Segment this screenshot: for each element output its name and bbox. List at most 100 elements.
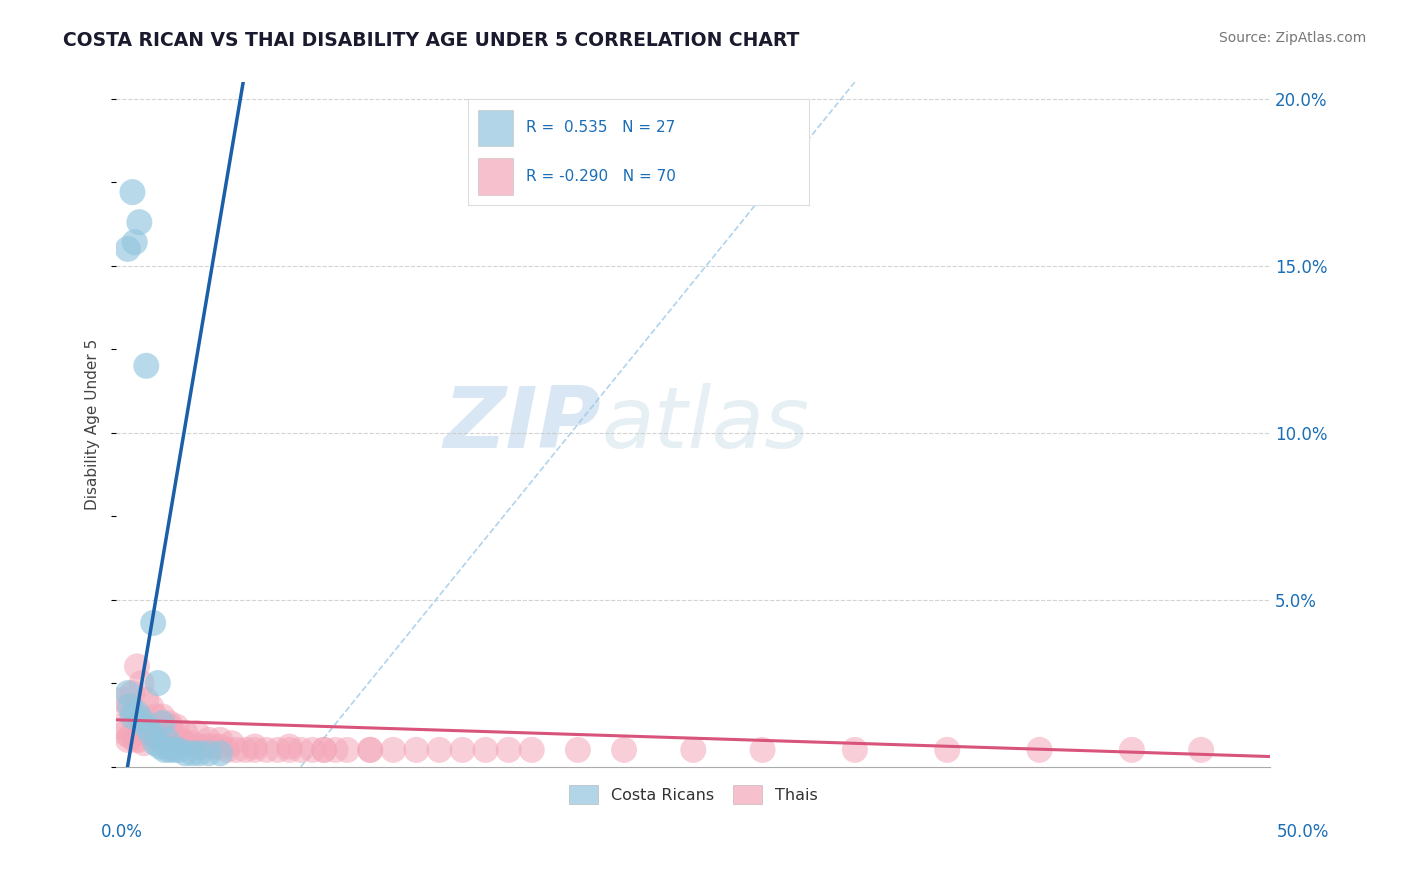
Point — [124, 732, 146, 747]
Point — [429, 743, 451, 757]
Point — [209, 746, 232, 760]
Point — [844, 743, 866, 757]
Point — [165, 719, 187, 733]
Y-axis label: Disability Age Under 5: Disability Age Under 5 — [86, 339, 100, 510]
Point — [174, 736, 197, 750]
Point — [114, 726, 136, 740]
Point — [139, 699, 162, 714]
Point — [243, 739, 266, 754]
Text: Source: ZipAtlas.com: Source: ZipAtlas.com — [1219, 31, 1367, 45]
Point — [157, 743, 180, 757]
Point — [235, 743, 257, 757]
Point — [209, 732, 232, 747]
Point — [146, 676, 169, 690]
Text: 0.0%: 0.0% — [101, 822, 143, 840]
Point — [312, 743, 335, 757]
Point — [936, 743, 959, 757]
Point — [405, 743, 427, 757]
Point — [120, 699, 142, 714]
Point — [145, 736, 167, 750]
Point — [128, 215, 150, 229]
Point — [202, 739, 225, 754]
Point — [157, 719, 180, 733]
Point — [131, 676, 153, 690]
Point — [117, 732, 139, 747]
Point — [254, 743, 277, 757]
Text: atlas: atlas — [600, 383, 808, 466]
Point — [382, 743, 405, 757]
Point — [186, 726, 208, 740]
Point — [225, 743, 247, 757]
Point — [157, 716, 180, 731]
Point — [197, 732, 219, 747]
Point — [197, 746, 219, 760]
Point — [163, 726, 186, 740]
Point — [312, 743, 335, 757]
Legend: Costa Ricans, Thais: Costa Ricans, Thais — [562, 779, 824, 810]
Point — [1121, 743, 1143, 757]
Point — [215, 743, 238, 757]
Point — [149, 739, 172, 754]
Point — [359, 743, 381, 757]
Point — [451, 743, 474, 757]
Point — [195, 739, 218, 754]
Point — [110, 719, 132, 733]
Point — [131, 713, 153, 727]
Point — [135, 693, 157, 707]
Point — [325, 743, 347, 757]
Text: ZIP: ZIP — [443, 383, 600, 466]
Text: 50.0%: 50.0% — [1277, 822, 1329, 840]
Point — [117, 699, 139, 714]
Point — [135, 726, 157, 740]
Point — [149, 732, 172, 747]
Point — [278, 743, 301, 757]
Point — [125, 706, 148, 720]
Point — [142, 615, 165, 630]
Point — [135, 719, 157, 733]
Point — [188, 746, 211, 760]
Text: COSTA RICAN VS THAI DISABILITY AGE UNDER 5 CORRELATION CHART: COSTA RICAN VS THAI DISABILITY AGE UNDER… — [63, 31, 800, 50]
Point — [112, 693, 135, 707]
Point — [117, 686, 139, 700]
Point — [139, 719, 162, 733]
Point — [174, 726, 197, 740]
Point — [567, 743, 589, 757]
Point — [498, 743, 520, 757]
Point — [520, 743, 543, 757]
Point — [290, 743, 312, 757]
Point — [139, 726, 162, 740]
Point — [181, 746, 204, 760]
Point — [170, 732, 193, 747]
Point — [243, 743, 266, 757]
Point — [267, 743, 290, 757]
Point — [167, 743, 190, 757]
Point — [682, 743, 704, 757]
Point — [301, 743, 323, 757]
Point — [128, 732, 150, 747]
Point — [188, 739, 211, 754]
Point — [121, 686, 143, 700]
Point — [1028, 743, 1050, 757]
Point — [152, 716, 174, 731]
Point — [135, 359, 157, 373]
Point — [153, 743, 176, 757]
Point — [163, 743, 186, 757]
Point — [145, 730, 167, 744]
Point — [145, 709, 167, 723]
Point — [751, 743, 773, 757]
Point — [174, 746, 197, 760]
Point — [117, 242, 139, 256]
Point — [359, 743, 381, 757]
Point — [278, 739, 301, 754]
Point — [336, 743, 359, 757]
Point — [209, 739, 232, 754]
Point — [152, 709, 174, 723]
Point — [474, 743, 496, 757]
Point — [153, 726, 176, 740]
Point — [132, 736, 155, 750]
Point — [121, 709, 143, 723]
Point — [221, 736, 243, 750]
Point — [1189, 743, 1212, 757]
Point — [181, 736, 204, 750]
Point — [120, 730, 142, 744]
